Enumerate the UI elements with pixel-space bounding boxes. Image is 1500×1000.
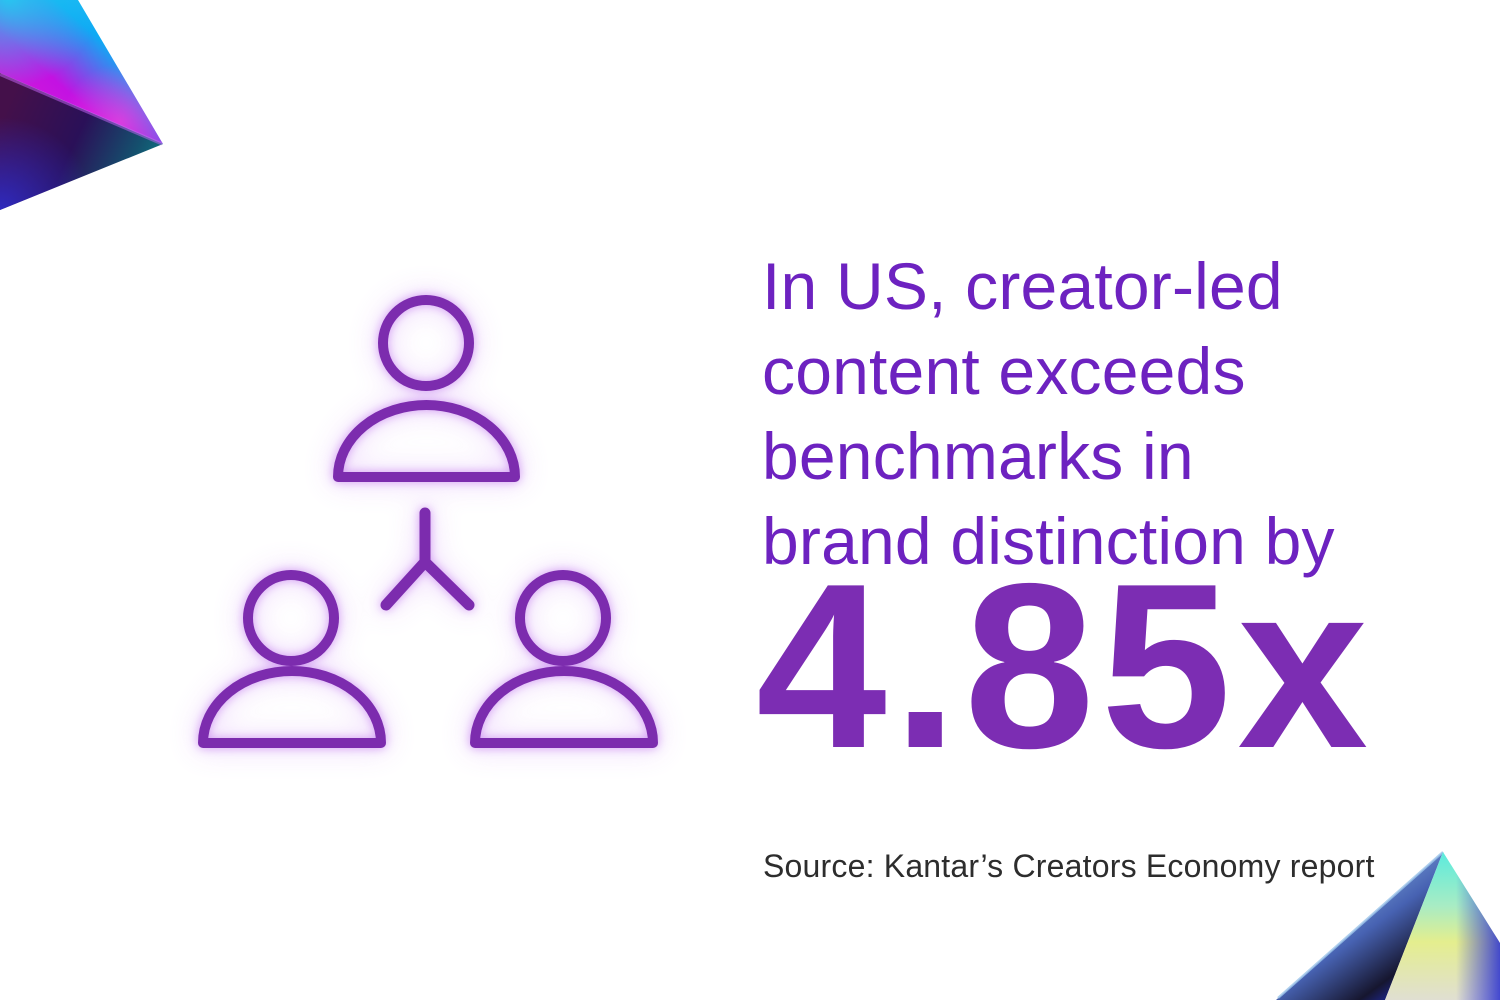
headline-line: brand distinction by xyxy=(762,504,1335,579)
headline-line: In US, creator-led xyxy=(762,249,1283,324)
person-head xyxy=(378,295,474,391)
person-head xyxy=(243,570,339,666)
source-attribution: Source: Kantar’s Creators Economy report xyxy=(763,848,1375,884)
person-shoulders xyxy=(198,666,386,748)
gradient-triangle-decoration xyxy=(0,0,163,210)
person-shoulders xyxy=(333,400,520,482)
stat-value: 4.85x xyxy=(756,534,1375,797)
headline: In US, creator-led content exceeds bench… xyxy=(762,244,1335,584)
person-shoulders xyxy=(470,666,658,748)
headline-line: content exceeds xyxy=(762,334,1246,409)
branch-connector xyxy=(380,507,475,611)
three-people-network-icon xyxy=(198,295,658,748)
headline-line: benchmarks in xyxy=(762,419,1194,494)
person-head xyxy=(515,570,611,666)
gradient-pyramid-decoration xyxy=(1276,851,1500,1000)
